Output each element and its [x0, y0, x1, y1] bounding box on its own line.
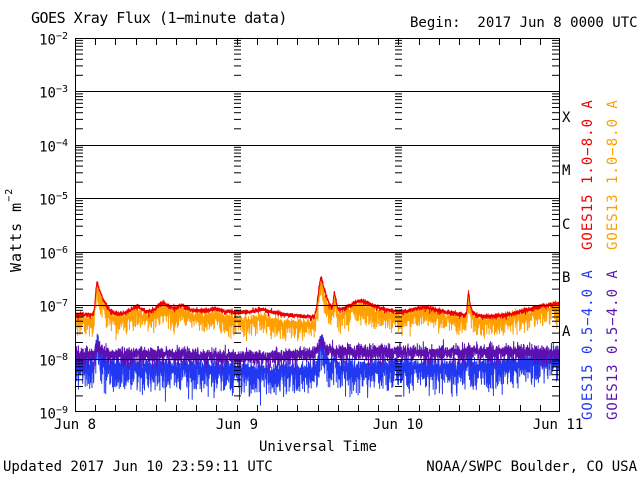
legend-goes13-long: GOES13 1.0−8.0 A	[605, 99, 621, 250]
x-tick-jun11: Jun 11	[532, 417, 584, 433]
x-axis-label: Universal Time	[258, 439, 377, 455]
y-tick-1e-7: 10−7	[39, 298, 68, 316]
source-attribution: NOAA/SWPC Boulder, CO USA	[426, 459, 637, 475]
x-tick-jun8: Jun 8	[53, 417, 97, 433]
y-axis-label-exponent: −2	[4, 187, 15, 202]
y-axis-label: Watts m−2	[4, 187, 25, 272]
flux-class-a: A	[562, 324, 571, 340]
flux-class-b: B	[562, 270, 571, 286]
legend-goes13-short: GOES13 0.5−4.0 A	[605, 269, 621, 420]
y-tick-1e-2: 10−2	[39, 31, 68, 49]
x-tick-jun9: Jun 9	[215, 417, 259, 433]
flux-class-m: M	[562, 163, 571, 179]
legend-goes15-short: GOES15 0.5−4.0 A	[580, 269, 596, 420]
x-tick-jun10: Jun 10	[372, 417, 424, 433]
flux-class-c: C	[562, 217, 571, 233]
legend-goes15-long: GOES15 1.0−8.0 A	[580, 99, 596, 250]
y-tick-1e-5: 10−5	[39, 191, 68, 209]
y-tick-1e-4: 10−4	[39, 138, 68, 156]
begin-time-label: Begin: 2017 Jun 8 0000 UTC	[410, 15, 638, 31]
y-tick-1e-6: 10−6	[39, 245, 68, 263]
y-tick-1e-8: 10−8	[39, 352, 68, 370]
updated-timestamp: Updated 2017 Jun 10 23:59:11 UTC	[3, 459, 273, 475]
y-tick-1e-9: 10−9	[39, 405, 68, 423]
y-tick-1e-3: 10−3	[39, 84, 68, 102]
chart-title: GOES Xray Flux (1−minute data)	[31, 9, 287, 27]
flux-class-x: X	[562, 110, 571, 126]
